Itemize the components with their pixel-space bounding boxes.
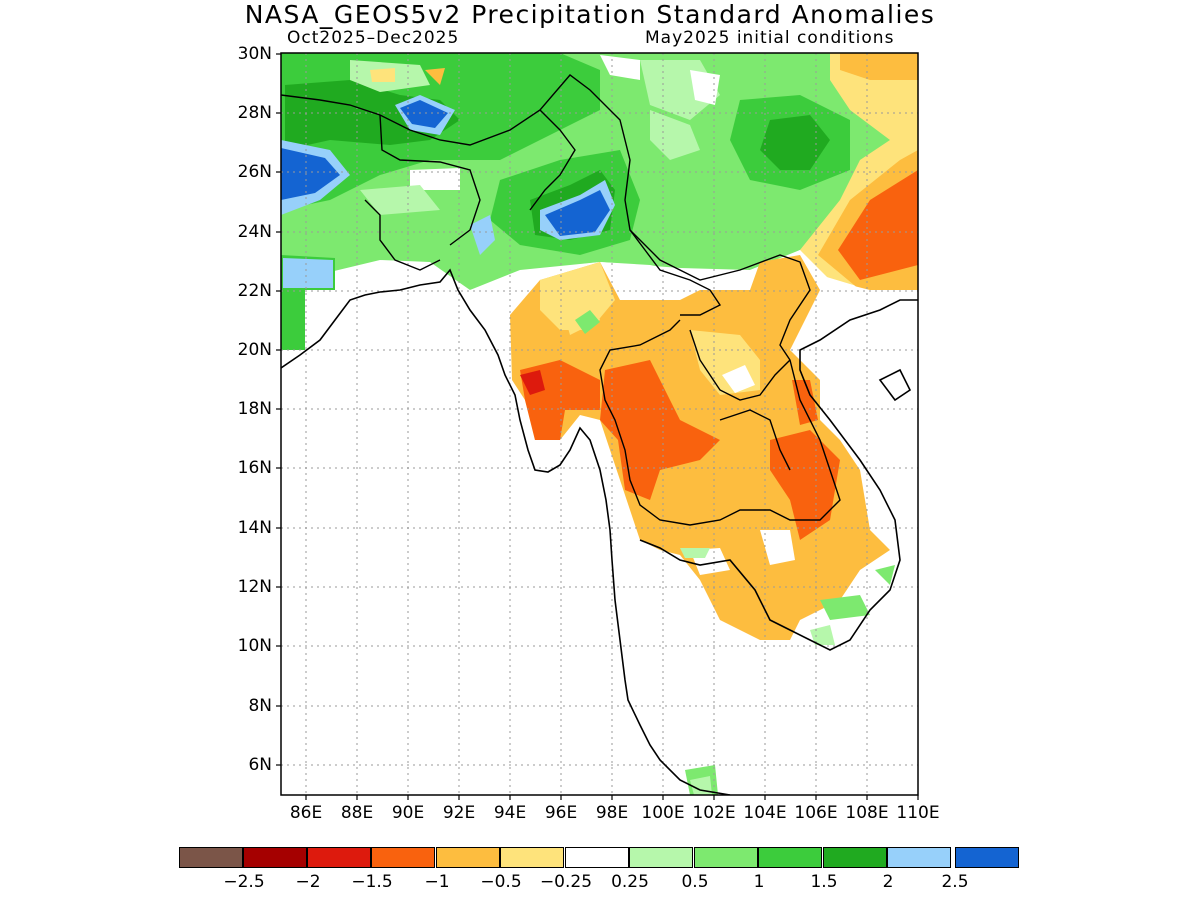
lat-label-6n: 6N <box>248 755 272 775</box>
initial-conditions-label: May2025 initial conditions <box>645 28 895 48</box>
colorbar-swatch <box>629 847 693 868</box>
lat-label-14n: 14N <box>237 518 272 538</box>
lat-label-18n: 18N <box>237 399 272 419</box>
lat-label-16n: 16N <box>237 458 272 478</box>
colorbar-label: −1 <box>424 872 450 892</box>
plot-frame <box>280 52 919 796</box>
anomaly-shading <box>281 53 918 795</box>
colorbar-swatch <box>436 847 500 868</box>
colorbar-swatch <box>887 847 951 868</box>
axis-ticks <box>276 53 919 800</box>
colorbar-label: 0.25 <box>611 872 649 892</box>
lat-label-22n: 22N <box>237 281 272 301</box>
lat-label-26n: 26N <box>237 162 272 182</box>
colorbar-swatch <box>307 847 371 868</box>
colorbar-swatch <box>955 847 1019 868</box>
lat-label-8n: 8N <box>248 696 272 716</box>
colorbar-label: 0.5 <box>681 872 709 892</box>
colorbar-swatch <box>694 847 758 868</box>
lon-label-88e: 88E <box>340 803 374 823</box>
lat-label-20n: 20N <box>237 340 272 360</box>
chart-title: NASA_GEOS5v2 Precipitation Standard Anom… <box>244 0 936 29</box>
lon-label-86e: 86E <box>289 803 323 823</box>
lon-label-98e: 98E <box>595 803 629 823</box>
lon-label-102e: 102E <box>692 803 736 823</box>
colorbar-swatch <box>371 847 435 868</box>
lat-label-28n: 28N <box>237 103 272 123</box>
coastlines <box>281 268 918 795</box>
colorbar <box>179 847 1021 869</box>
lon-label-100e: 100E <box>641 803 685 823</box>
colorbar-swatch <box>758 847 822 868</box>
colorbar-swatch <box>179 847 243 868</box>
forecast-period-label: Oct2025–Dec2025 <box>287 28 460 48</box>
lat-label-30n: 30N <box>237 44 272 64</box>
colorbar-label: −2 <box>295 872 321 892</box>
colorbar-swatch <box>500 847 564 868</box>
lat-label-12n: 12N <box>237 577 272 597</box>
lon-label-104e: 104E <box>743 803 787 823</box>
colorbar-label: 2 <box>882 872 894 892</box>
lon-label-110e: 110E <box>896 803 940 823</box>
lon-label-108e: 108E <box>845 803 889 823</box>
lon-label-96e: 96E <box>544 803 578 823</box>
lon-label-90e: 90E <box>391 803 425 823</box>
lon-label-94e: 94E <box>493 803 527 823</box>
lat-label-10n: 10N <box>237 636 272 656</box>
colorbar-label: −0.25 <box>539 872 593 892</box>
colorbar-swatch <box>243 847 307 868</box>
colorbar-label: 1.5 <box>810 872 838 892</box>
lon-label-106e: 106E <box>794 803 838 823</box>
country-borders <box>281 74 841 526</box>
colorbar-label: −1.5 <box>351 872 393 892</box>
lon-label-92e: 92E <box>442 803 476 823</box>
lat-label-24n: 24N <box>237 222 272 242</box>
colorbar-swatch <box>565 847 629 868</box>
colorbar-label: 1 <box>753 872 765 892</box>
colorbar-label: 2.5 <box>941 872 969 892</box>
colorbar-swatch <box>823 847 887 868</box>
colorbar-label: −0.5 <box>480 872 522 892</box>
colorbar-label: −2.5 <box>223 872 265 892</box>
